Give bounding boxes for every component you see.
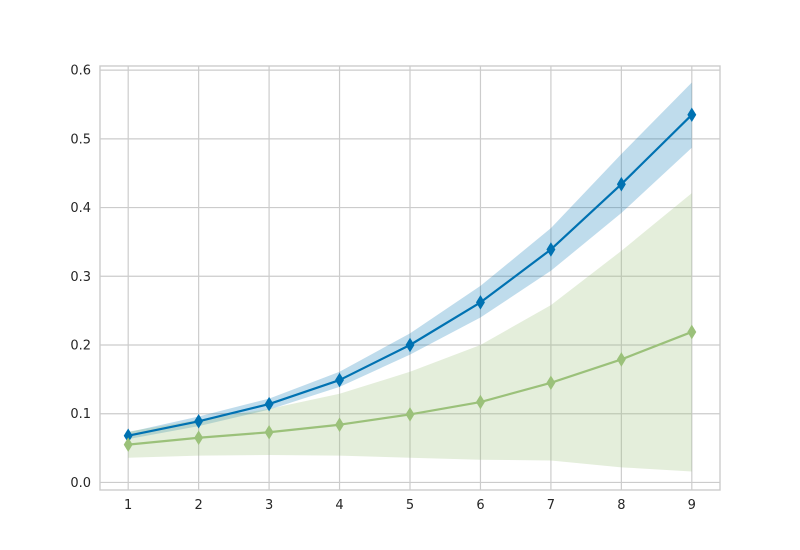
series-1-point <box>335 372 345 388</box>
series-2-point <box>546 375 556 391</box>
y-tick-label: 0.3 <box>70 270 91 285</box>
y-tick-label: 0.1 <box>70 407 91 422</box>
confidence-bands <box>128 82 692 472</box>
series-1-point <box>616 176 626 192</box>
series-2-point <box>616 352 626 367</box>
x-tick-label: 9 <box>688 498 696 513</box>
series-1-point <box>475 295 485 310</box>
series-1-point <box>405 337 415 353</box>
x-tick-label: 3 <box>265 498 273 513</box>
x-tick-label: 6 <box>476 498 484 513</box>
series-2-point <box>475 394 485 410</box>
x-axis-tick-labels: 1 2 3 4 5 6 7 8 9 <box>124 498 696 513</box>
y-tick-label: 0.2 <box>70 339 91 354</box>
series-2-point <box>687 324 697 340</box>
series-2-band <box>128 193 692 472</box>
series-1-point <box>194 414 204 429</box>
series-2-point <box>194 430 204 446</box>
x-tick-label: 4 <box>335 498 343 513</box>
x-tick-label: 7 <box>547 498 555 513</box>
y-tick-label: 0.5 <box>70 132 91 147</box>
y-tick-label: 0.6 <box>70 64 91 79</box>
series-1-point <box>264 396 274 412</box>
series-2-point <box>405 407 415 422</box>
y-tick-label: 0.4 <box>70 201 91 216</box>
y-axis-tick-labels: 0.0 0.1 0.2 0.3 0.4 0.5 0.6 <box>70 64 91 491</box>
series-2-point <box>123 437 133 452</box>
y-tick-label: 0.0 <box>70 476 91 491</box>
x-tick-label: 8 <box>617 498 625 513</box>
series-2-point <box>335 417 345 432</box>
series-2-point <box>264 425 274 440</box>
x-tick-label: 2 <box>194 498 202 513</box>
plot-frame <box>99 65 721 491</box>
x-tick-label: 1 <box>124 498 132 513</box>
series-1-point <box>687 107 697 123</box>
x-tick-label: 5 <box>406 498 414 513</box>
series-1-point <box>546 242 556 257</box>
series-markers <box>123 107 697 452</box>
